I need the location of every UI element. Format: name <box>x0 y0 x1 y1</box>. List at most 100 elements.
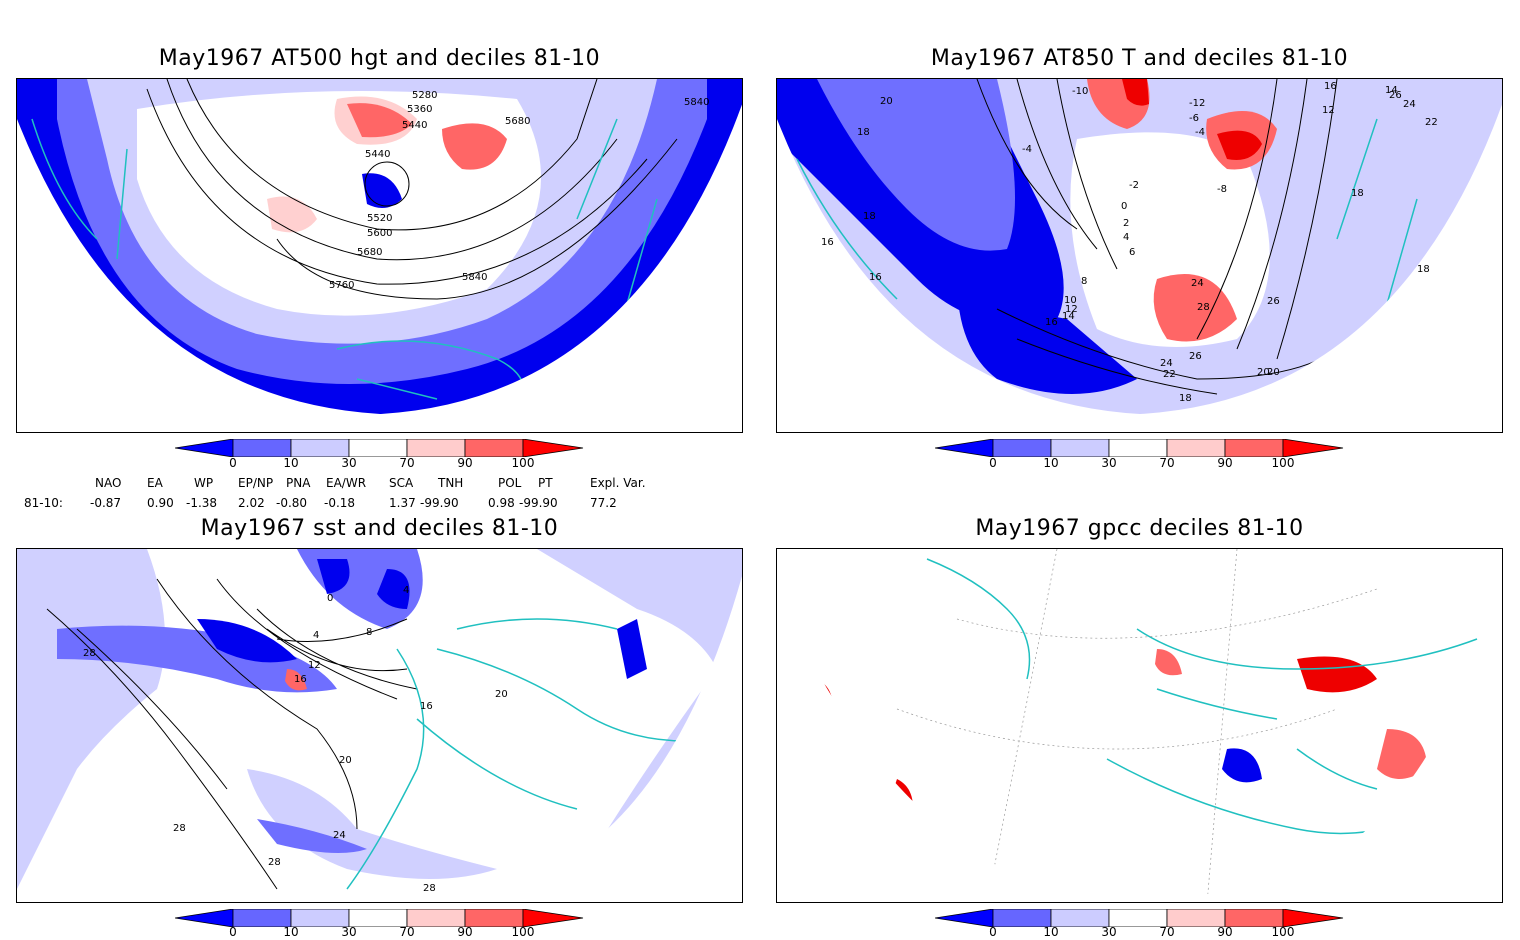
index-value: 1.37 <box>389 496 416 510</box>
colorbar-tick: 10 <box>283 925 299 939</box>
contour-label: 4 <box>1123 232 1129 243</box>
map-panel-t850: 20 -10 -12 -6 -4 14 16 12 22 26 24 18 -4… <box>776 78 1503 433</box>
colorbar-svg <box>934 438 1344 458</box>
decile-region <box>347 103 412 138</box>
contour-label: 28 <box>83 648 96 659</box>
contour-label: 4 <box>403 585 409 596</box>
colorbar-tick: 90 <box>457 925 473 939</box>
index-header: WP <box>194 476 214 490</box>
contour-label: 16 <box>1324 81 1337 92</box>
contour-label: 18 <box>1351 188 1364 199</box>
contour-label: 5600 <box>367 228 392 239</box>
contour-label: 5680 <box>505 116 530 127</box>
contour-label: -8 <box>1217 184 1227 195</box>
decile-region <box>197 619 297 663</box>
contour-label: 16 <box>821 237 834 248</box>
decile-region <box>257 819 367 853</box>
coastline <box>346 618 718 890</box>
colorbar-svg <box>174 438 584 458</box>
contour-label: 5840 <box>684 97 709 108</box>
colorbar-tick: 30 <box>341 925 357 939</box>
colorbar-tick: 70 <box>399 456 415 470</box>
index-header: POL <box>498 476 522 490</box>
contour-label: 12 <box>308 660 321 671</box>
index-value: -1.38 <box>186 496 218 510</box>
contour-label: 5760 <box>329 280 354 291</box>
contour-label: 6 <box>1129 247 1135 258</box>
contour-label: 5440 <box>402 120 427 131</box>
colorbar-tick: 70 <box>1159 456 1175 470</box>
colorbar-tick: 30 <box>1101 456 1117 470</box>
contour-label: 28 <box>423 883 436 894</box>
colorbar-bottom-left: 0 10 30 70 90 100 <box>174 908 585 939</box>
map-sst-svg: 0 4 8 4 12 16 16 20 20 24 28 28 28 28 <box>17 549 742 902</box>
colorbar-svg <box>174 908 584 928</box>
index-value: 0.90 <box>147 496 174 510</box>
contour-label: -6 <box>1189 113 1199 124</box>
contour-label: 26 <box>1389 90 1402 101</box>
colorbar-svg <box>934 908 1344 928</box>
contour-label: 16 <box>294 674 307 685</box>
contour-label: 26 <box>1189 351 1202 362</box>
colorbar-tick: 10 <box>1043 925 1059 939</box>
contour-label: 20 <box>880 96 893 107</box>
colorbar-tick: 10 <box>1043 456 1059 470</box>
graticule <box>896 549 1378 902</box>
index-header: EA <box>147 476 163 490</box>
contour-label: 5840 <box>462 272 487 283</box>
contour-label: 24 <box>1191 278 1204 289</box>
contour-label: 16 <box>420 701 433 712</box>
contour-label: 28 <box>1197 302 1210 313</box>
colorbar-tick: 30 <box>341 456 357 470</box>
index-value: 0.98 <box>488 496 515 510</box>
colorbar-top-right: 0 10 30 70 90 100 <box>934 438 1345 470</box>
contour-label: 14 <box>1062 311 1075 322</box>
colorbar-tick: 100 <box>1271 925 1295 939</box>
decile-region <box>137 91 541 316</box>
map-panel-gpcc <box>776 548 1503 903</box>
contour-label: 20 <box>1267 367 1280 378</box>
index-header: Expl. Var. <box>590 476 646 490</box>
contour-label: -10 <box>1072 86 1088 97</box>
decile-region <box>1217 130 1262 160</box>
decile-region <box>817 79 1015 251</box>
contour-label: 5520 <box>367 213 392 224</box>
index-table: NAO EA WP EP/NP PNA EA/WR SCA TNH POL PT… <box>0 474 760 514</box>
contour-label: 28 <box>268 857 281 868</box>
panel-title-gpcc: May1967 gpcc deciles 81-10 <box>975 516 1304 541</box>
panel-title-hgt: May1967 AT500 hgt and deciles 81-10 <box>158 46 601 71</box>
colorbar-tick: 30 <box>1101 925 1117 939</box>
height-contour <box>276 138 678 300</box>
decile-region <box>285 669 307 691</box>
index-header: PNA <box>286 476 311 490</box>
height-contour <box>364 161 410 207</box>
contour-label: 18 <box>1179 393 1192 404</box>
colorbar-tick: 70 <box>1159 925 1175 939</box>
contour-label: 0 <box>1121 201 1127 212</box>
contour-label: -4 <box>1022 144 1032 155</box>
contour-label: 20 <box>1257 367 1270 378</box>
contour-label: 26 <box>1267 296 1280 307</box>
decile-region <box>1377 729 1427 779</box>
contour-label: 24 <box>1160 358 1173 369</box>
height-contour <box>166 79 618 261</box>
decile-region <box>537 549 742 879</box>
contour-label: -12 <box>1189 98 1205 109</box>
contour-label: 22 <box>1425 117 1438 128</box>
colorbar-tick: 0 <box>229 925 237 939</box>
panel-title-t850: May1967 AT850 T and deciles 81-10 <box>930 46 1349 71</box>
decile-region <box>442 123 507 170</box>
height-contour <box>146 88 648 285</box>
map-t850-svg: 20 -10 -12 -6 -4 14 16 12 22 26 24 18 -4… <box>777 79 1502 414</box>
contour-label: -4 <box>1195 127 1205 138</box>
contour-label: 20 <box>339 755 352 766</box>
contour-label: 5440 <box>365 149 390 160</box>
colorbar-tick: 0 <box>989 456 997 470</box>
colorbar-tick: 70 <box>399 925 415 939</box>
index-value: -99.90 <box>420 496 459 510</box>
index-header: TNH <box>438 476 464 490</box>
contour-label: 14 <box>1385 85 1398 96</box>
contour-label: -2 <box>1129 180 1139 191</box>
colorbar-tick: 100 <box>511 925 535 939</box>
contour-label: 2 <box>1123 218 1129 229</box>
